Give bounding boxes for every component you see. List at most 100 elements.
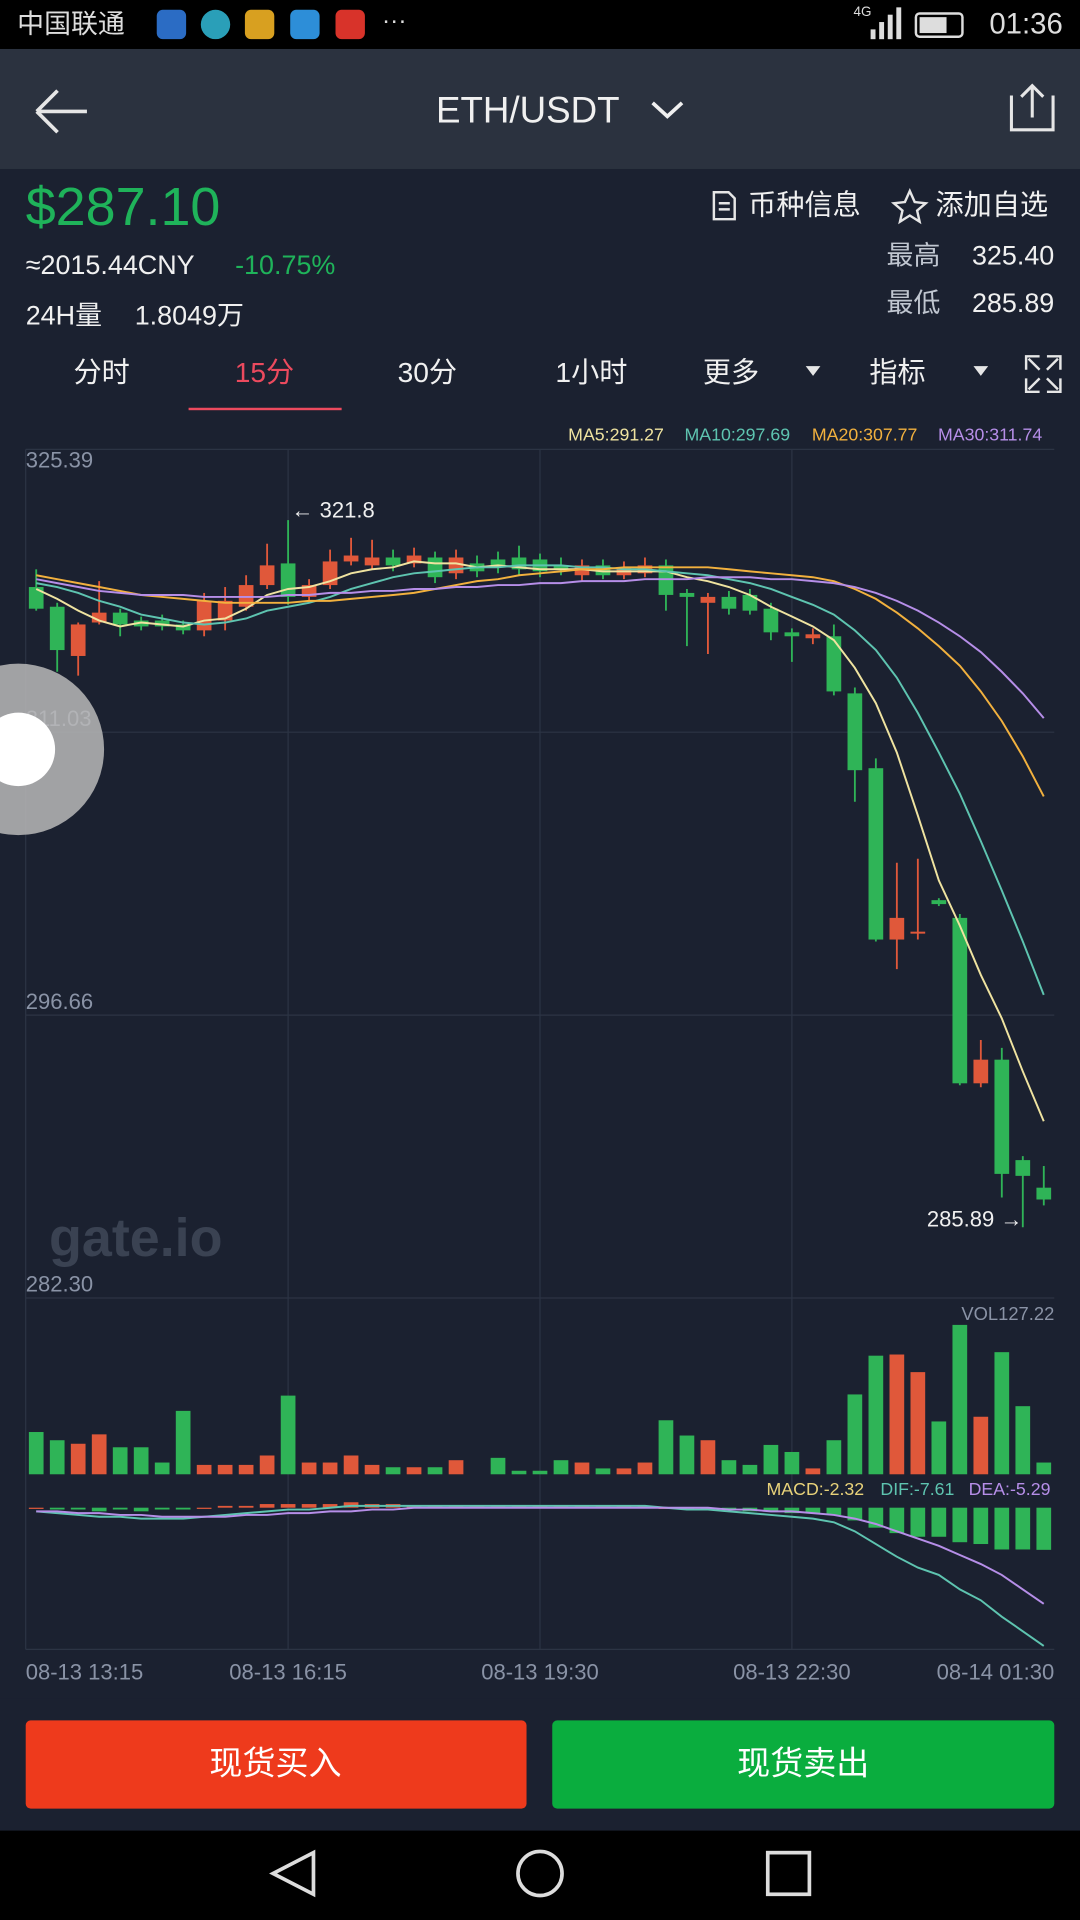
volume-bar <box>301 1462 317 1475</box>
candle-body <box>742 594 758 611</box>
volume-bar <box>679 1435 695 1475</box>
high-label: 最高 <box>887 240 941 270</box>
macd-bar <box>301 1504 317 1508</box>
tab[interactable]: 1小时 <box>555 357 627 388</box>
volume-bar <box>784 1451 800 1475</box>
candle-body <box>994 1059 1010 1174</box>
y-tick-label: 296.66 <box>26 989 93 1014</box>
buy-button[interactable] <box>25 1720 527 1809</box>
volume-bar <box>28 1432 44 1475</box>
tab[interactable]: 指标 <box>869 357 925 388</box>
candle-body <box>490 559 506 568</box>
candle-body <box>448 557 464 574</box>
buy-label[interactable]: 现货买入 <box>209 1745 341 1782</box>
macd-bar <box>931 1507 947 1537</box>
volume-bar <box>742 1464 758 1475</box>
volume-bar <box>553 1460 569 1475</box>
volume-bar <box>574 1462 590 1475</box>
nav-bar <box>0 48 1080 169</box>
macd-bar <box>322 1504 338 1508</box>
volume-bar <box>280 1395 296 1475</box>
high-price: 325.40 <box>972 240 1054 270</box>
candle-body <box>805 634 821 639</box>
volume-bar <box>931 1421 947 1475</box>
volume-bar <box>868 1355 884 1475</box>
volume-bar <box>847 1394 863 1475</box>
candle-body <box>364 557 380 566</box>
legend-entry: DEA:-5.29 <box>969 1479 1051 1499</box>
sell-button[interactable] <box>552 1720 1055 1809</box>
info-icon[interactable] <box>712 191 736 221</box>
tab[interactable]: 15分 <box>235 357 294 388</box>
candle-body <box>931 900 947 905</box>
volume-bar <box>322 1462 338 1475</box>
legend-entry: DIF:-7.61 <box>880 1479 954 1499</box>
volume-bar <box>595 1468 611 1475</box>
assistive-touch-dot[interactable] <box>0 712 56 787</box>
candle-body <box>721 596 737 609</box>
volume-bar <box>49 1440 65 1475</box>
pair-title[interactable]: ETH/USDT <box>436 89 620 130</box>
candle-body <box>343 555 359 562</box>
candle-body <box>238 585 254 607</box>
clock: 01:36 <box>989 7 1063 40</box>
macd-bar <box>763 1507 779 1512</box>
nav-back[interactable] <box>269 1849 316 1898</box>
candle-body <box>70 624 86 656</box>
nav-home[interactable] <box>516 1849 564 1898</box>
volume-bar <box>532 1470 548 1475</box>
max-annotation: ← 321.8 <box>291 498 374 523</box>
change: -10.75% <box>235 250 335 280</box>
x-tick-label: 08-13 16:15 <box>229 1660 347 1685</box>
back-button[interactable] <box>35 89 87 134</box>
app-icon <box>200 9 231 40</box>
x-tick-label: 08-13 22:30 <box>733 1660 851 1685</box>
macd-bar <box>196 1507 212 1509</box>
app-icon <box>335 9 365 40</box>
low-label: 最低 <box>887 288 941 318</box>
tab[interactable]: 分时 <box>73 357 129 388</box>
volume-bar <box>406 1467 422 1475</box>
share-button[interactable] <box>1009 83 1055 132</box>
ma-line <box>36 564 1045 996</box>
macd-bar <box>952 1507 968 1543</box>
pair-dropdown[interactable] <box>651 101 684 119</box>
network: 4G <box>853 4 871 19</box>
macd-bar <box>259 1504 275 1508</box>
volume-bar <box>889 1354 905 1475</box>
candle-body <box>259 565 275 586</box>
tab[interactable]: 更多 <box>703 357 759 388</box>
volume-bar <box>763 1444 779 1475</box>
volume-bar <box>364 1464 380 1475</box>
volume-bar <box>490 1457 506 1475</box>
add-watch[interactable]: 添加自选 <box>936 189 1049 220</box>
tab[interactable]: 30分 <box>398 357 457 388</box>
macd-bar <box>133 1507 149 1512</box>
volume-bar <box>154 1462 170 1475</box>
candle-body <box>49 606 65 651</box>
candle-body <box>847 693 863 771</box>
candle-body <box>196 600 212 631</box>
candle-body <box>868 768 884 940</box>
volume-bar <box>427 1467 443 1475</box>
ma-line <box>36 576 1045 719</box>
volume-bar <box>700 1440 716 1475</box>
volume-bar <box>448 1460 464 1475</box>
candle-body <box>511 557 527 570</box>
sell-label[interactable]: 现货卖出 <box>737 1745 869 1782</box>
volume-bar <box>994 1352 1010 1475</box>
fullscreen-button[interactable] <box>1024 355 1062 394</box>
volume-bar <box>721 1460 737 1475</box>
coin-info[interactable]: 币种信息 <box>748 189 861 220</box>
nav-recent[interactable] <box>765 1850 812 1897</box>
legend-entry: MA5:291.27 <box>568 425 664 445</box>
x-tick-label: 08-14 01:30 <box>937 1660 1055 1685</box>
volume-bar <box>826 1440 842 1475</box>
candle-body <box>280 563 296 597</box>
star-icon[interactable] <box>890 188 929 225</box>
volume-bar <box>1015 1406 1031 1475</box>
candle-body <box>784 632 800 637</box>
low-price: 285.89 <box>972 288 1054 318</box>
volume-bar <box>658 1420 674 1475</box>
